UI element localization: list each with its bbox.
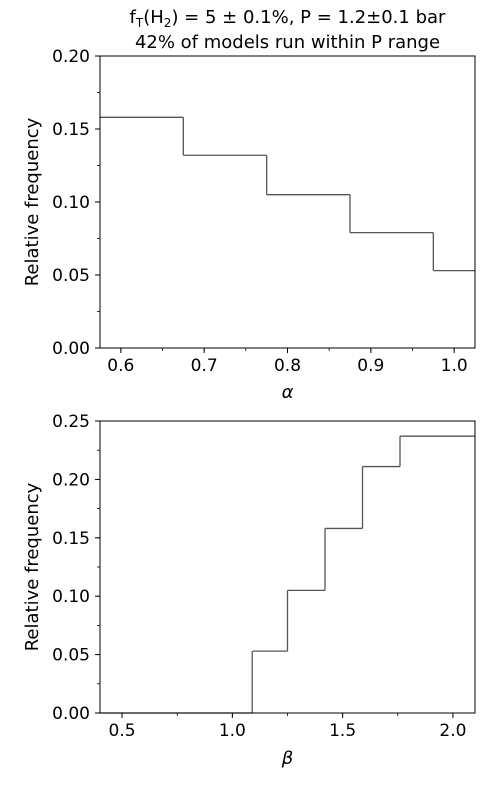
x-tick-label: 0.7 xyxy=(191,356,218,376)
y-tick-label: 0.15 xyxy=(52,529,90,549)
y-tick-label: 0.00 xyxy=(52,339,90,359)
y-tick-label: 0.05 xyxy=(52,266,90,286)
x-tick-label: 1.0 xyxy=(441,356,468,376)
x-tick-label: 2.0 xyxy=(439,721,466,741)
x-axis-label: α xyxy=(282,382,294,403)
y-tick-label: 0.20 xyxy=(52,470,90,490)
plot-frame xyxy=(99,420,476,714)
x-tick-label: 1.0 xyxy=(219,721,246,741)
chart-subtitle: 42% of models run within P range xyxy=(134,32,441,53)
y-tick-label: 0.20 xyxy=(52,47,90,67)
x-tick-label: 0.5 xyxy=(109,721,136,741)
y-tick-label: 0.05 xyxy=(52,646,90,666)
x-tick-label: 0.6 xyxy=(107,356,134,376)
y-tick-label: 0.10 xyxy=(52,193,90,213)
y-tick-label: 0.10 xyxy=(52,587,90,607)
y-tick-label: 0.15 xyxy=(52,120,90,140)
y-tick-label: 0.00 xyxy=(52,704,90,724)
x-tick-label: 0.9 xyxy=(357,356,384,376)
panel-alpha: 0.6 0.7 0.8 0.9 1.0 0.00 0.05 0.10 0.15 0.20 α Rela… xyxy=(22,47,476,403)
plot-frame xyxy=(99,55,476,349)
chart-title: fT(H2) = 5 ± 0.1%, P = 1.2±0.1 bar xyxy=(129,7,446,30)
y-axis-label: Relative frequency xyxy=(22,482,43,651)
x-tick-label: 0.8 xyxy=(274,356,301,376)
y-tick-label: 0.25 xyxy=(52,412,90,432)
x-axis-label: β xyxy=(281,748,294,769)
x-tick-label: 1.5 xyxy=(329,721,356,741)
panel-beta: 0.5 1.0 1.5 2.0 0.00 0.05 0.10 0.15 0.20 0.25 β Rel… xyxy=(22,412,476,769)
y-axis-label: Relative frequency xyxy=(22,117,43,286)
